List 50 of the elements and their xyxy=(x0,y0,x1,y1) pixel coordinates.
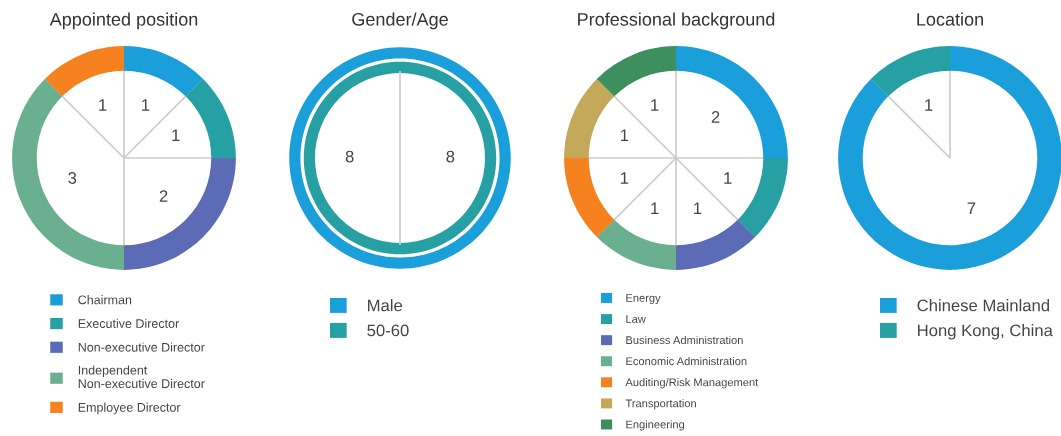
donut-slice xyxy=(12,78,124,270)
data-label: 1 xyxy=(99,99,107,111)
legend-label: 50-60 xyxy=(367,324,409,337)
legend-label: Transportation xyxy=(625,399,696,410)
data-label: 1 xyxy=(142,99,150,111)
data-label: 1 xyxy=(724,172,732,184)
donut-slice xyxy=(596,46,676,97)
legend-label: Employee Director xyxy=(78,402,181,415)
data-label: 1 xyxy=(694,202,702,214)
donut-slice xyxy=(124,158,236,270)
chart-title: Location xyxy=(917,12,983,26)
legend-label: Chairman xyxy=(78,295,132,305)
legend-label: Non-executive Director xyxy=(78,342,205,352)
data-label: 3 xyxy=(68,172,77,184)
legend-label: Male xyxy=(368,299,403,312)
legend-label: Energy xyxy=(626,294,661,305)
donut-slice xyxy=(737,158,788,238)
data-label: 1 xyxy=(925,99,933,111)
donut-slice xyxy=(676,46,788,158)
legend-label: Hong Kong, China xyxy=(918,324,1053,340)
data-label: 1 xyxy=(651,202,659,214)
donut-slice xyxy=(564,158,615,238)
data-label: 1 xyxy=(620,129,629,141)
data-label: 8 xyxy=(446,150,455,163)
legend-label: Law xyxy=(626,315,646,323)
data-label: 8 xyxy=(345,150,354,163)
data-label: 2 xyxy=(711,111,720,123)
legend-label: Executive Director xyxy=(78,318,179,328)
chart-title: Appointed position xyxy=(49,12,198,30)
legend-label: Chinese Mainland xyxy=(917,299,1050,312)
data-label: 1 xyxy=(172,129,180,141)
donut-slice xyxy=(870,46,950,97)
legend-label: Engineering xyxy=(626,420,685,431)
donut-slice xyxy=(185,78,236,158)
donut-slice xyxy=(676,219,756,270)
donut-slice xyxy=(564,78,615,158)
chart-title: Professional background xyxy=(578,12,775,30)
donut-slice xyxy=(596,219,676,270)
donut-slice xyxy=(838,46,1061,270)
data-label: 1 xyxy=(620,172,629,184)
legend-label: Economic Administration xyxy=(626,356,747,366)
data-label: 7 xyxy=(967,202,976,214)
data-label: 1 xyxy=(651,99,659,111)
legend-label: Independent Non-executive Director xyxy=(78,365,205,389)
legend-label: Auditing/Risk Management xyxy=(625,378,759,389)
donut-slice xyxy=(44,46,124,97)
chart-title: Gender/Age xyxy=(352,12,448,30)
donut-slice xyxy=(124,46,204,97)
legend-label: Business Administration xyxy=(626,335,743,345)
data-label: 2 xyxy=(159,190,168,202)
